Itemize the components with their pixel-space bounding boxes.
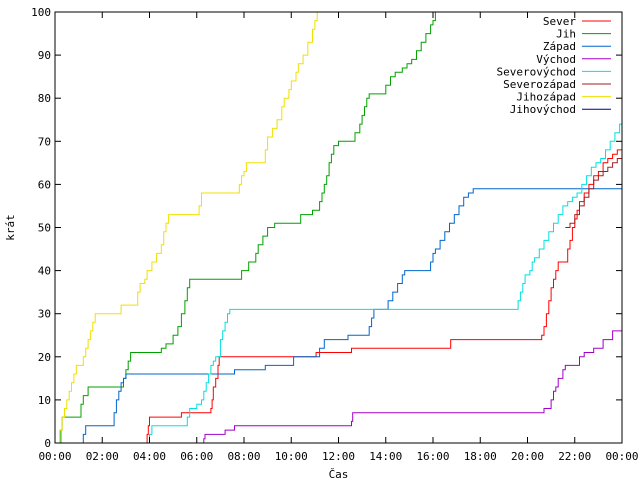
x-axis-label: Čas — [329, 468, 349, 480]
x-tick-label: 00:00 — [38, 450, 71, 463]
x-tick-label: 20:00 — [511, 450, 544, 463]
legend-label: Jihozápad — [516, 91, 576, 104]
series-line-2 — [59, 12, 436, 444]
x-tick-label: 18:00 — [464, 450, 497, 463]
y-tick-label: 40 — [38, 265, 51, 278]
legend-label: Severovýchod — [497, 65, 576, 78]
y-tick-label: 90 — [38, 49, 51, 62]
legend-label: Jih — [556, 28, 576, 41]
x-tick-label: 10:00 — [275, 450, 308, 463]
y-axis-label: krát — [4, 214, 17, 241]
x-tick-label: 14:00 — [369, 450, 402, 463]
x-tick-label: 12:00 — [322, 450, 355, 463]
ticks-layer: 0 10 20 30 40 50 60 70 80 90 100 00:00 02:00 04:00 06:… — [31, 6, 638, 463]
series-layer — [57, 12, 623, 444]
x-tick-label: 08:00 — [227, 450, 260, 463]
x-tick-label: 02:00 — [86, 450, 119, 463]
y-tick-label: 80 — [38, 92, 51, 105]
y-tick-label: 10 — [38, 394, 51, 407]
y-tick-label: 20 — [38, 351, 51, 364]
y-tick-label: 0 — [44, 437, 51, 450]
x-tick-label: 04:00 — [133, 450, 166, 463]
legend-label: Jihovýchod — [510, 103, 576, 116]
y-tick-label: 100 — [31, 6, 51, 19]
legend-label: Severozápad — [503, 78, 576, 91]
plot-frame — [54, 11, 623, 444]
series-line-6 — [565, 154, 623, 228]
y-tick-label: 60 — [38, 178, 51, 191]
legend: SeverJihZápadVýchodSeverovýchodSeverozáp… — [497, 15, 611, 116]
legend-label: Východ — [536, 53, 576, 66]
x-tick-label: 00:00 — [605, 450, 638, 463]
x-tick-label: 06:00 — [180, 450, 213, 463]
legend-label: Sever — [543, 15, 576, 28]
x-tick-label: 16:00 — [416, 450, 449, 463]
series-line-4 — [202, 326, 623, 444]
y-tick-label: 30 — [38, 308, 51, 321]
legend-label: Západ — [543, 40, 576, 53]
series-line-7 — [57, 12, 318, 444]
y-tick-label: 50 — [38, 222, 51, 235]
series-line-1 — [146, 145, 623, 444]
series-line-3 — [82, 188, 622, 444]
series-line-5 — [148, 115, 623, 444]
x-tick-label: 22:00 — [558, 450, 591, 463]
y-tick-label: 70 — [38, 135, 51, 148]
